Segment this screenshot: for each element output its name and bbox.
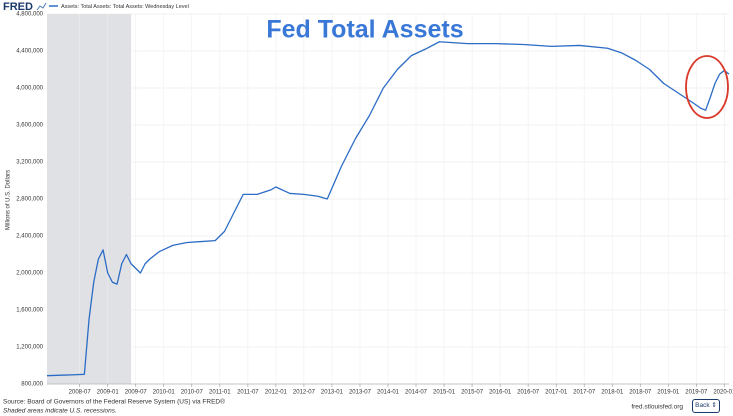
recession-note: Shaded areas indicate U.S. recessions. (3, 408, 117, 415)
x-tick-label: 2012-01 (265, 390, 288, 396)
y-tick-label: 4,400,000 (16, 49, 43, 55)
x-tick-label: 2020-01 (713, 390, 733, 396)
logo: FRED (3, 1, 33, 13)
y-tick-label: 4,000,000 (16, 86, 43, 92)
y-tick-label: 3,200,000 (16, 160, 43, 166)
y-tick-label: 3,600,000 (16, 123, 43, 129)
y-axis-label: Millions of U.S. Dollars (6, 170, 12, 230)
x-tick-label: 2019-07 (685, 390, 708, 396)
x-tick-label: 2013-07 (349, 390, 372, 396)
back-button[interactable]: Back ⇕ (692, 399, 720, 413)
x-tick-label: 2010-07 (181, 390, 204, 396)
x-tick-label: 2008-07 (69, 390, 92, 396)
y-tick-label: 1,600,000 (16, 308, 43, 314)
x-tick-label: 2009-01 (97, 390, 120, 396)
x-tick-label: 2018-07 (629, 390, 652, 396)
y-tick-label: 1,200,000 (16, 345, 43, 351)
x-tick-label: 2011-01 (209, 390, 231, 396)
x-tick-label: 2014-01 (377, 390, 400, 396)
x-tick-label: 2018-01 (601, 390, 624, 396)
y-tick-label: 4,800,000 (16, 12, 43, 18)
site: fred.stlouisfed.org (631, 404, 683, 411)
x-tick-label: 2014-07 (405, 390, 428, 396)
logo-icon (36, 2, 47, 11)
x-tick-label: 2010-01 (153, 390, 176, 396)
x-tick-label: 2013-01 (321, 390, 344, 396)
y-tick-label: 2,800,000 (16, 197, 43, 203)
back-label: Back (695, 402, 710, 409)
x-tick-label: 2017-01 (545, 390, 568, 396)
x-tick-label: 2016-07 (517, 390, 540, 396)
legend-entry: Assets: Total Assets: Total Assets: Wedn… (61, 4, 189, 10)
chart-title: Fed Total Assets (266, 16, 463, 44)
x-tick-label: 2009-07 (125, 390, 148, 396)
x-tick-label: 2017-07 (573, 390, 596, 396)
x-tick-label: 2016-01 (489, 390, 512, 396)
y-tick-label: 2,000,000 (16, 271, 43, 277)
data-line (46, 41, 730, 377)
highlight-circle (685, 55, 729, 119)
plot-area: 800,000 1,200,000 1,600,000 2,000,000 2,400,… (16, 12, 733, 396)
y-tick-label: 2,400,000 (16, 234, 43, 240)
x-tick-label: 2019-01 (657, 390, 680, 396)
x-tick-label: 2011-07 (237, 390, 259, 396)
x-tick-label: 2012-07 (293, 390, 316, 396)
x-tick-label: 2015-07 (461, 390, 484, 396)
x-tick-label: 2015-01 (433, 390, 456, 396)
source: Source: Board of Governors of the Federa… (3, 398, 225, 406)
y-tick-label: 800,000 (21, 382, 43, 388)
